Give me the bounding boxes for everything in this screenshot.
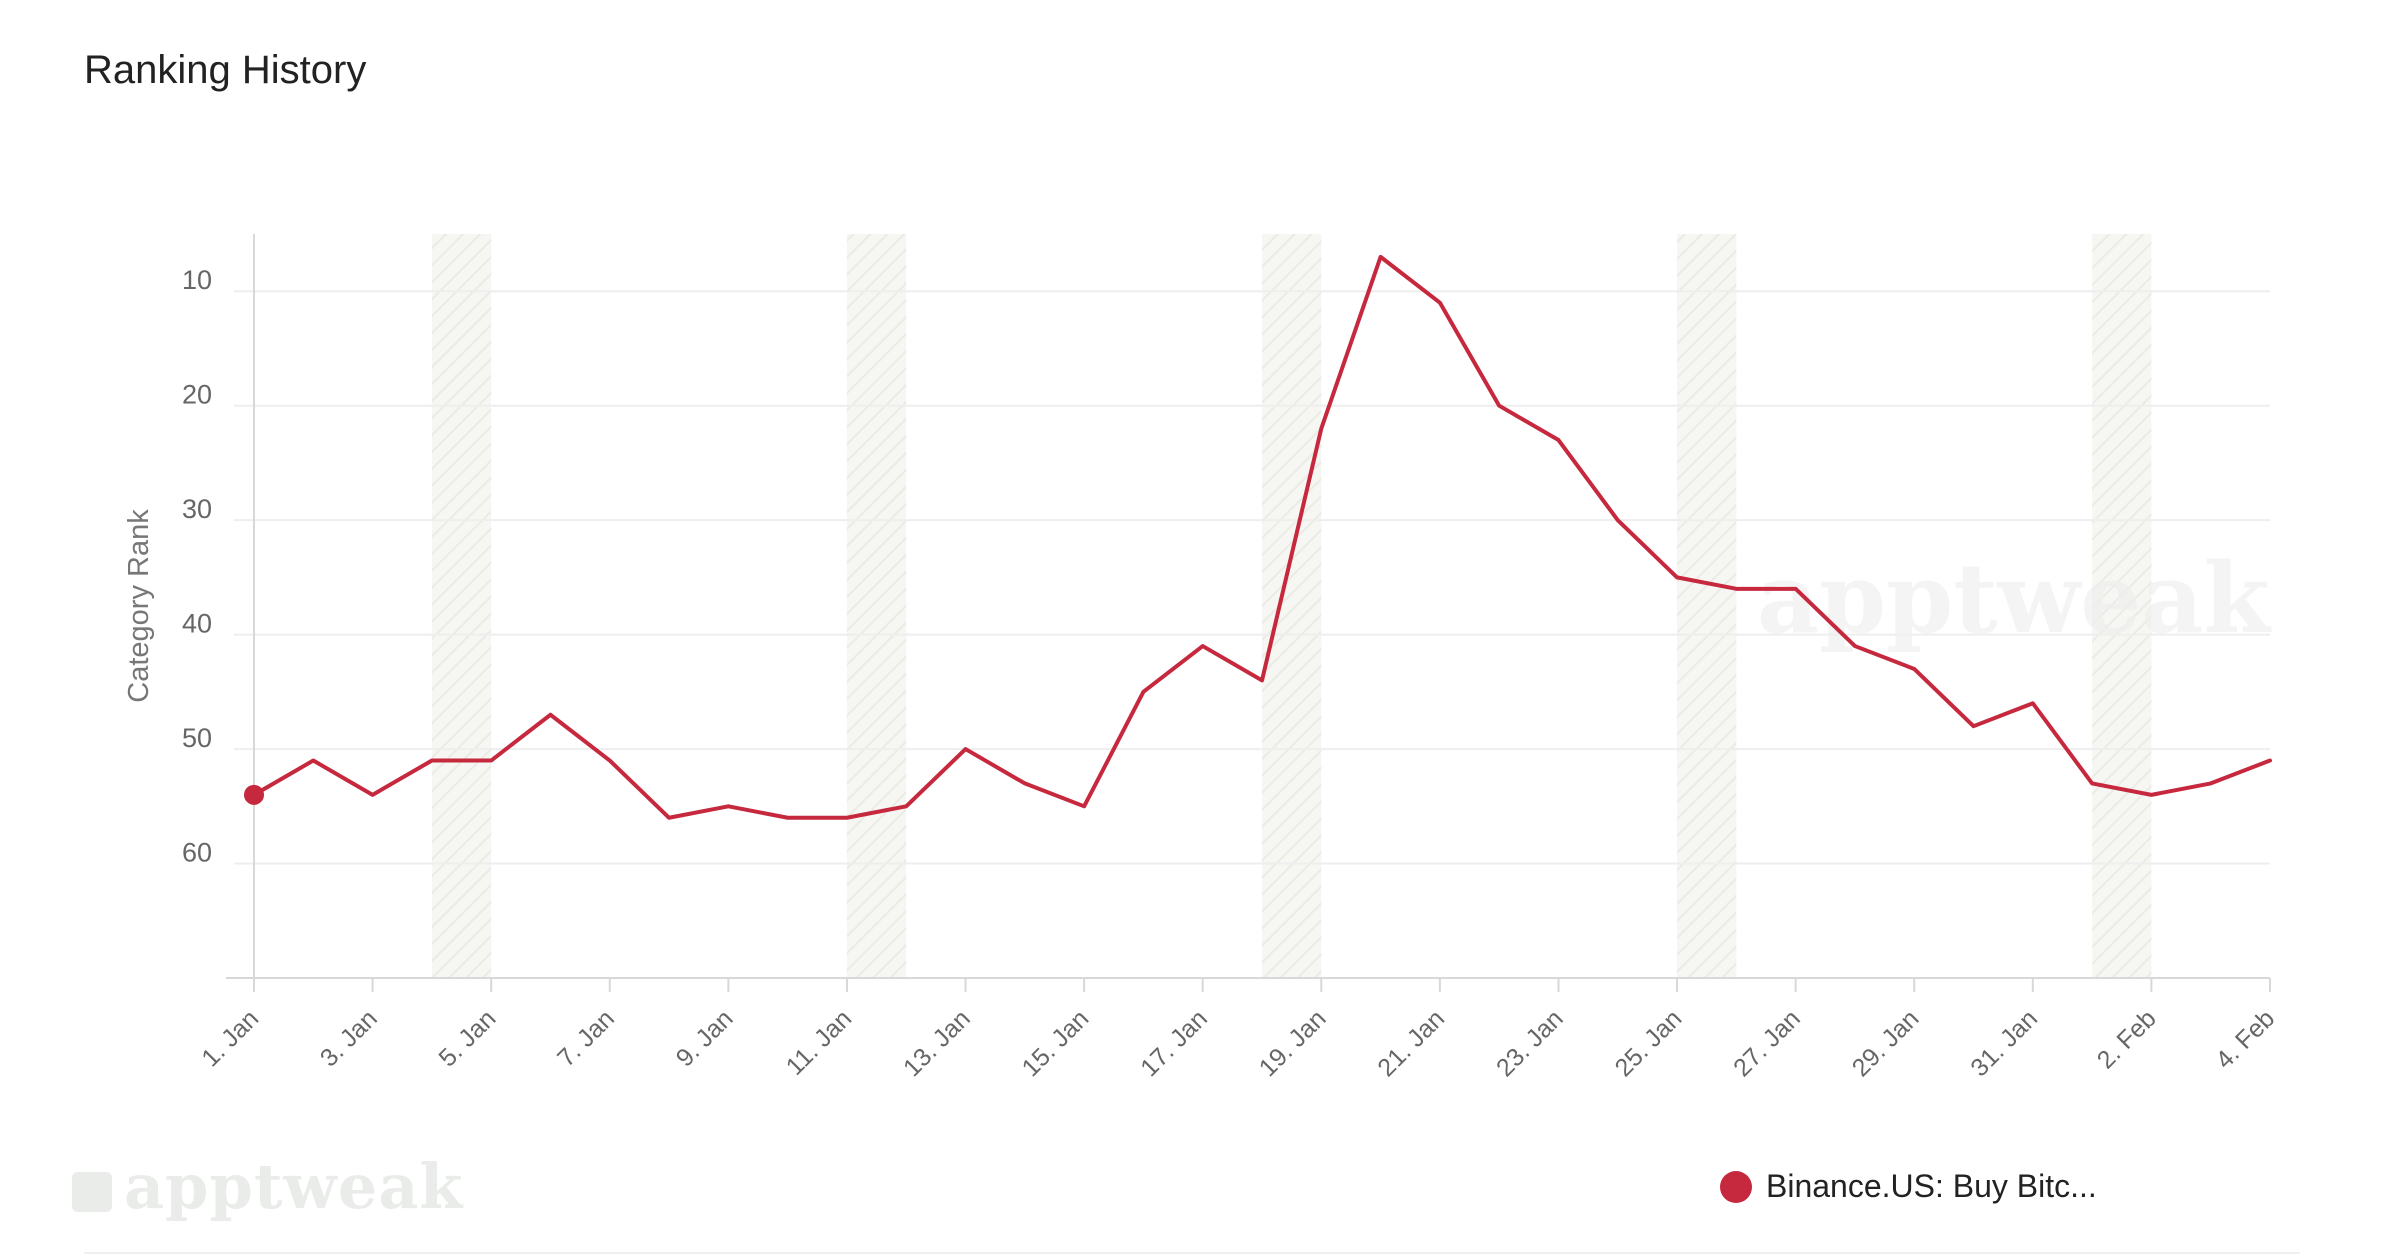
y-tick-label: 20 — [182, 380, 212, 410]
page-title: Ranking History — [84, 48, 367, 92]
legend-marker-icon — [1720, 1170, 1752, 1203]
x-tick-label: 5. Jan — [433, 1004, 501, 1072]
weekend-band — [1677, 234, 1737, 978]
divider — [84, 1252, 2300, 1254]
x-tick-label: 21. Jan — [1372, 1004, 1450, 1082]
x-tick-label: 7. Jan — [552, 1004, 620, 1072]
series-line — [252, 254, 2272, 820]
weekend-band — [2092, 234, 2152, 978]
x-tick-label: 23. Jan — [1491, 1004, 1569, 1082]
x-tick-label: 2. Feb — [2092, 1004, 2162, 1074]
weekend-band — [1262, 234, 1322, 978]
x-tick-label: 13. Jan — [898, 1004, 976, 1082]
weekend-band — [846, 234, 907, 978]
apptweak-watermark-text: apptweak — [124, 1150, 464, 1223]
legend-item[interactable]: Binance.US: Buy Bitc... — [1720, 1168, 2097, 1205]
y-tick-label: 30 — [182, 494, 212, 524]
x-tick-label: 25. Jan — [1610, 1004, 1688, 1082]
y-tick-label: 10 — [182, 265, 212, 295]
apptweak-watermark: apptweak — [72, 1150, 463, 1223]
x-tick-label: 29. Jan — [1847, 1004, 1925, 1082]
x-tick-label: 11. Jan — [781, 1004, 857, 1080]
x-tick-label: 17. Jan — [1135, 1004, 1213, 1082]
x-tick-label: 19. Jan — [1254, 1004, 1332, 1082]
weekend-band — [431, 234, 492, 978]
x-tick-label: 27. Jan — [1728, 1004, 1806, 1082]
x-tick-label: 4. Feb — [2210, 1004, 2280, 1074]
y-tick-label: 60 — [182, 838, 212, 868]
plot-watermark: apptweak — [1757, 542, 2273, 655]
legend-label: Binance.US: Buy Bitc... — [1766, 1168, 2097, 1204]
x-tick-label: 9. Jan — [671, 1004, 739, 1072]
x-tick-label: 1. Jan — [196, 1004, 264, 1072]
x-tick-label: 15. Jan — [1017, 1004, 1095, 1082]
x-tick-label: 31. Jan — [1965, 1004, 2043, 1082]
x-tick-label: 3. Jan — [315, 1004, 383, 1072]
apptweak-logo-icon — [72, 1172, 112, 1212]
y-tick-label: 50 — [182, 723, 212, 753]
y-tick-label: 40 — [182, 609, 212, 639]
data-point — [244, 784, 264, 805]
y-axis-title: Category Rank — [123, 509, 155, 703]
